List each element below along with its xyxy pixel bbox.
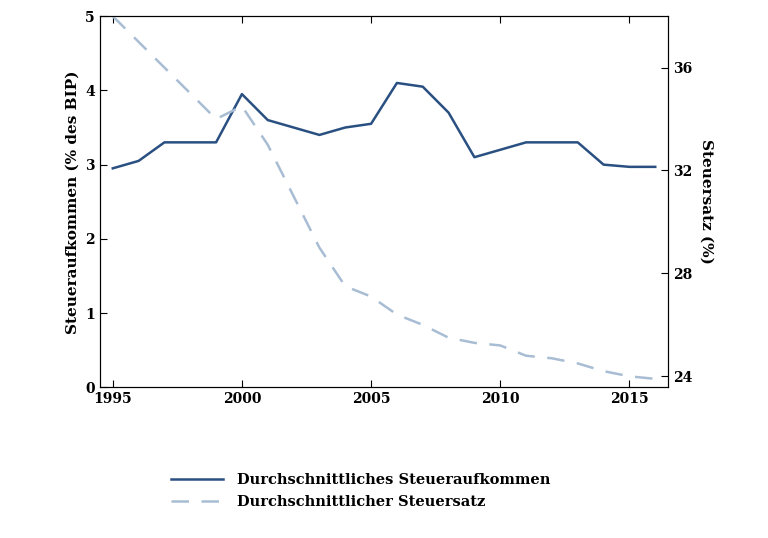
- Durchschnittlicher Steuersatz: [160, 65, 169, 71]
- Durchschnittlicher Steuersatz: [418, 322, 427, 328]
- Durchschnittliches Steueraufkommen: [625, 164, 634, 170]
- Durchschnittliches Steueraufkommen: [186, 139, 195, 146]
- Durchschnittliches Steueraufkommen: [548, 139, 557, 146]
- Durchschnittliches Steueraufkommen: [108, 165, 118, 172]
- Durchschnittlicher Steuersatz: [237, 103, 247, 109]
- Durchschnittliches Steueraufkommen: [237, 91, 247, 97]
- Durchschnittlicher Steuersatz: [211, 116, 220, 122]
- Durchschnittlicher Steuersatz: [315, 244, 324, 251]
- Durchschnittliches Steueraufkommen: [495, 146, 505, 153]
- Durchschnittliches Steueraufkommen: [366, 121, 376, 127]
- Durchschnittlicher Steuersatz: [599, 368, 608, 374]
- Durchschnittlicher Steuersatz: [495, 342, 505, 349]
- Durchschnittlicher Steuersatz: [625, 373, 634, 379]
- Legend: Durchschnittliches Steueraufkommen, Durchschnittlicher Steuersatz: Durchschnittliches Steueraufkommen, Durc…: [166, 468, 556, 514]
- Durchschnittliches Steueraufkommen: [444, 109, 453, 116]
- Durchschnittliches Steueraufkommen: [418, 83, 427, 90]
- Durchschnittliches Steueraufkommen: [573, 139, 582, 146]
- Durchschnittlicher Steuersatz: [548, 355, 557, 362]
- Durchschnittlicher Steuersatz: [134, 39, 143, 45]
- Durchschnittlicher Steuersatz: [108, 13, 118, 19]
- Durchschnittlicher Steuersatz: [263, 141, 273, 148]
- Line: Durchschnittlicher Steuersatz: Durchschnittlicher Steuersatz: [113, 16, 655, 379]
- Durchschnittlicher Steuersatz: [470, 339, 479, 346]
- Durchschnittliches Steueraufkommen: [211, 139, 220, 146]
- Durchschnittlicher Steuersatz: [289, 193, 298, 200]
- Durchschnittliches Steueraufkommen: [289, 124, 298, 131]
- Durchschnittliches Steueraufkommen: [315, 132, 324, 138]
- Y-axis label: Steueraufkommen (% des BIP): Steueraufkommen (% des BIP): [66, 70, 80, 334]
- Durchschnittliches Steueraufkommen: [134, 158, 143, 164]
- Durchschnittlicher Steuersatz: [186, 90, 195, 96]
- Durchschnittliches Steueraufkommen: [341, 124, 350, 131]
- Durchschnittliches Steueraufkommen: [263, 117, 273, 123]
- Durchschnittlicher Steuersatz: [392, 312, 402, 318]
- Durchschnittlicher Steuersatz: [366, 293, 376, 300]
- Durchschnittlicher Steuersatz: [444, 335, 453, 341]
- Durchschnittlicher Steuersatz: [341, 283, 350, 289]
- Durchschnittlicher Steuersatz: [521, 352, 531, 359]
- Durchschnittlicher Steuersatz: [573, 360, 582, 367]
- Line: Durchschnittliches Steueraufkommen: Durchschnittliches Steueraufkommen: [113, 83, 655, 168]
- Durchschnittliches Steueraufkommen: [650, 164, 660, 170]
- Durchschnittliches Steueraufkommen: [392, 80, 402, 86]
- Y-axis label: Steuersatz (%): Steuersatz (%): [699, 139, 713, 264]
- Durchschnittlicher Steuersatz: [650, 376, 660, 382]
- Durchschnittliches Steueraufkommen: [470, 154, 479, 160]
- Durchschnittliches Steueraufkommen: [160, 139, 169, 146]
- Durchschnittliches Steueraufkommen: [599, 161, 608, 168]
- Durchschnittliches Steueraufkommen: [521, 139, 531, 146]
